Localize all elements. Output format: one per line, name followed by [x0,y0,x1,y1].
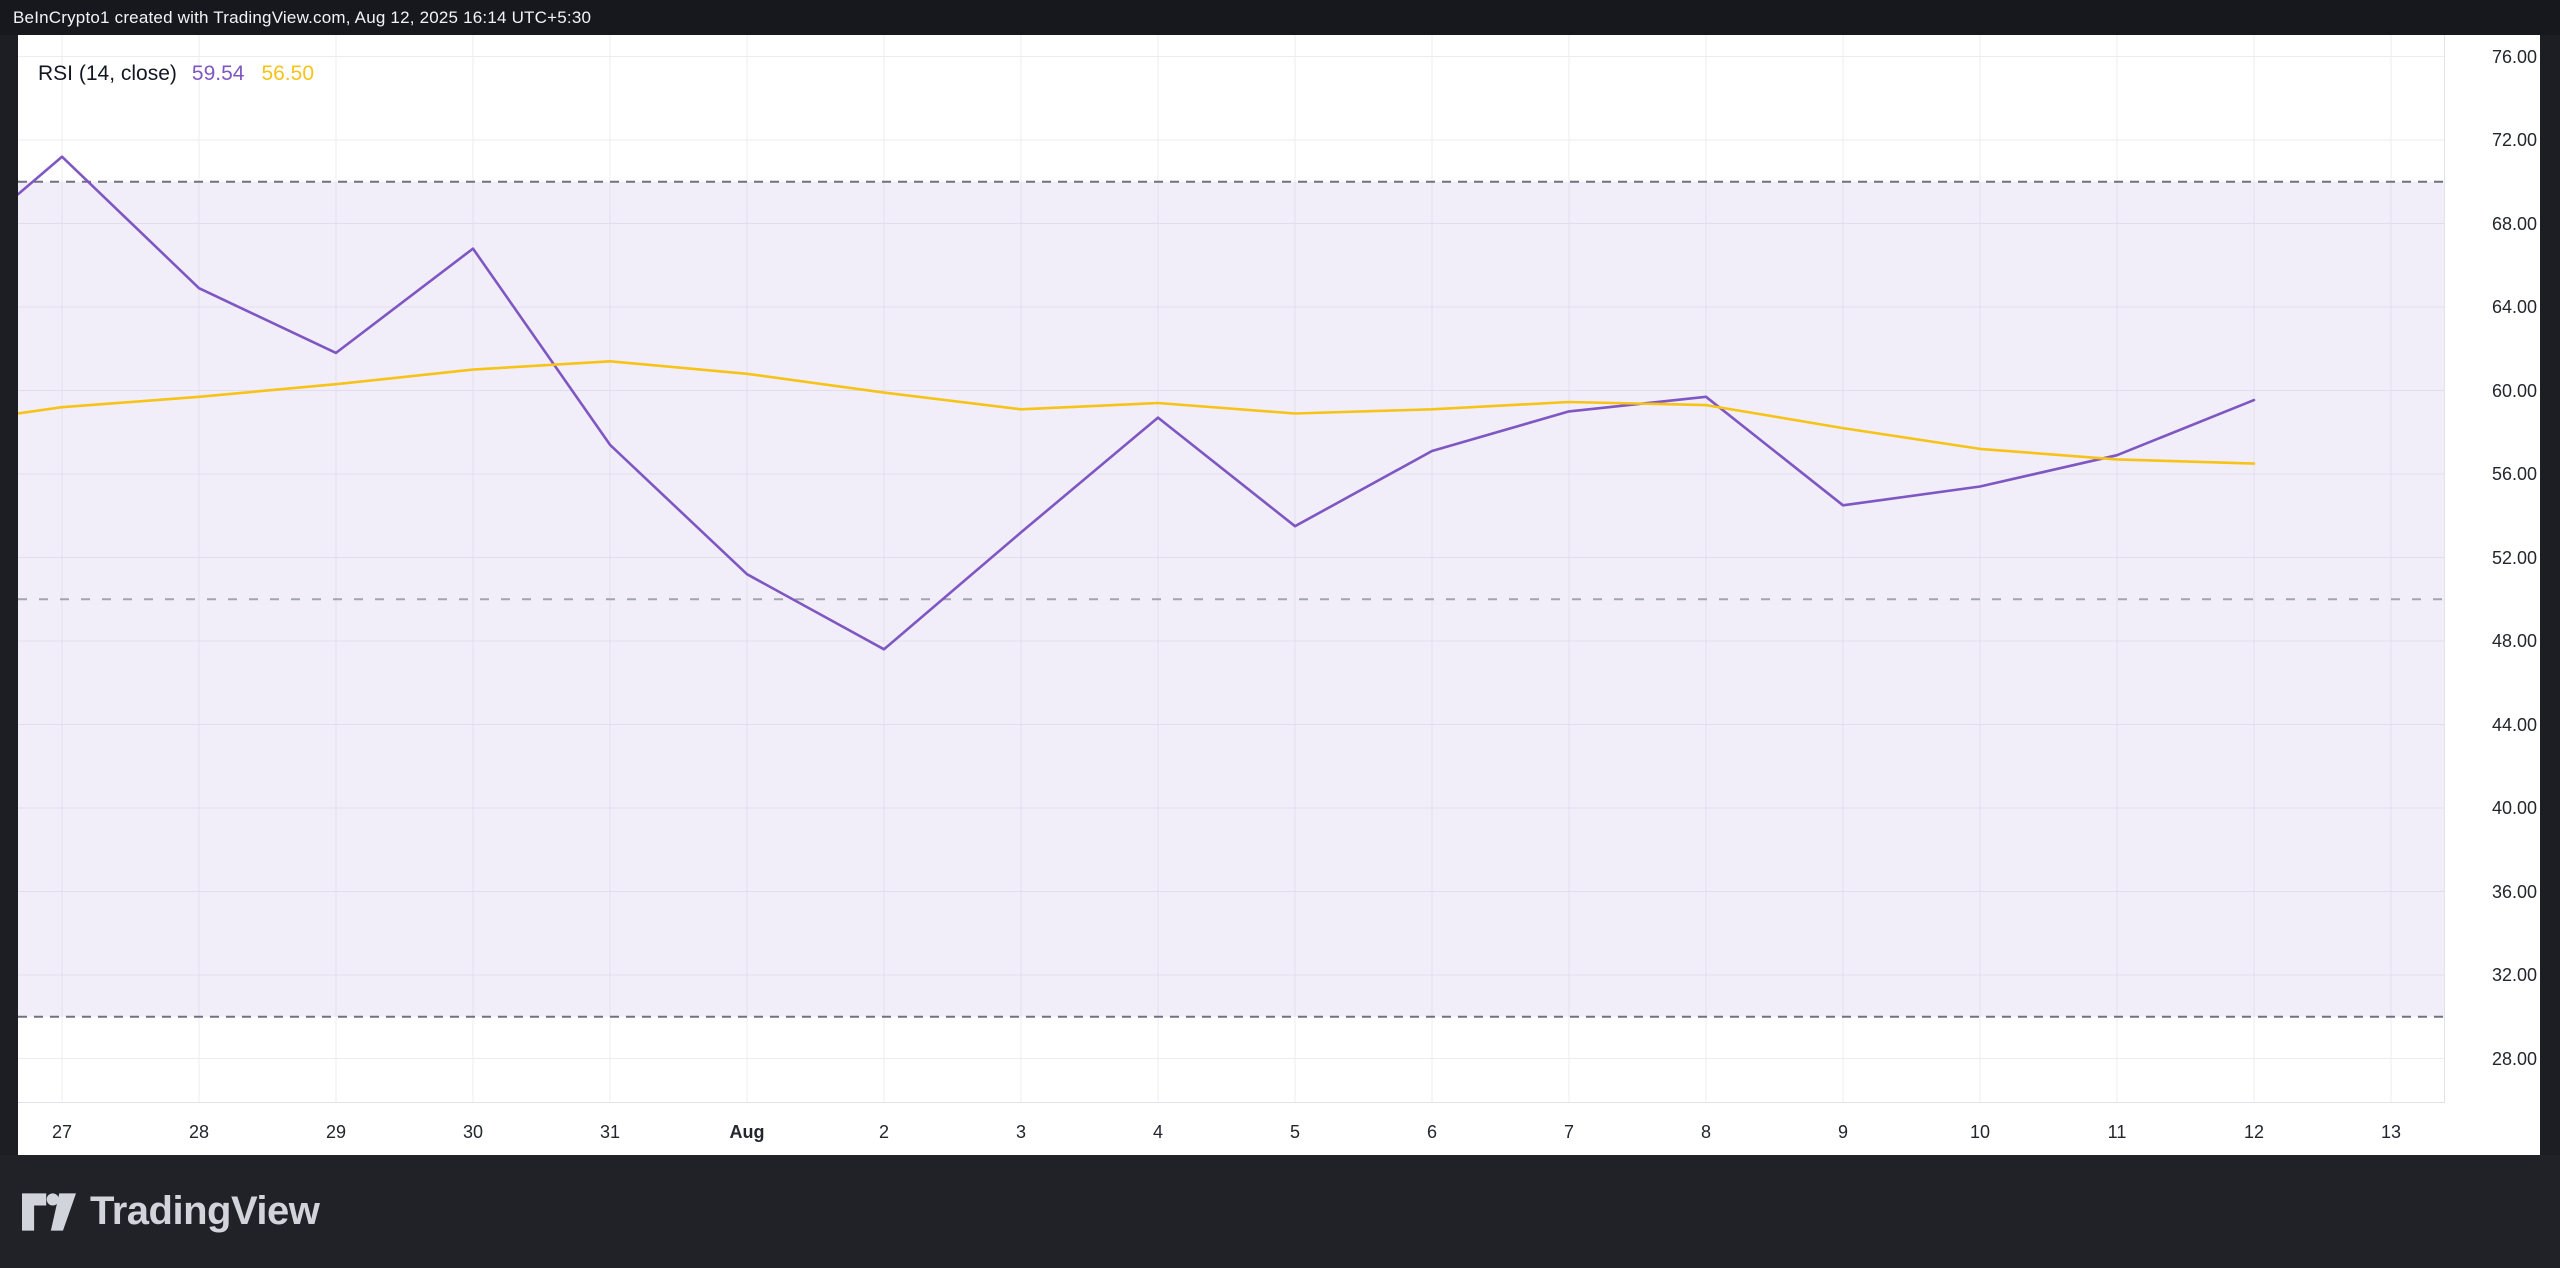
y-axis-label: 60.00 [2491,380,2537,401]
tradingview-logo-icon [22,1192,76,1231]
footer-bar: TradingView [0,1155,2560,1268]
x-axis-label: 10 [1969,1122,1991,1142]
rsi-ma-value: 56.50 [261,62,315,85]
y-axis-label: 44.00 [2491,714,2537,735]
x-axis-label: 4 [1152,1122,1163,1142]
x-axis-label: 27 [51,1122,73,1142]
x-axis-label: 2 [878,1122,889,1142]
horizontal-gridlines [18,56,2445,1059]
rsi-ma-line [18,360,2256,465]
rsi-line [18,155,2256,651]
x-axis-label: 13 [2380,1122,2402,1142]
x-axis-label: 7 [1563,1122,1574,1142]
tradingview-wordmark: TradingView [90,1189,320,1233]
x-axis-label: 11 [2107,1122,2127,1142]
y-axis-label: 32.00 [2491,965,2537,985]
x-axis-label: 9 [1837,1122,1848,1142]
x-axis-label: Aug [729,1122,765,1142]
x-axis-label: 31 [599,1122,621,1142]
indicator-legend: RSI (14, close) 59.54 56.50 [38,62,314,86]
x-axis-label: 6 [1426,1122,1437,1142]
rsi-chart-plot[interactable] [18,35,2445,1103]
attribution-text: BeInCrypto1 created with TradingView.com… [13,7,592,27]
y-axis-label: 68.00 [2491,213,2537,234]
x-axis-label: 5 [1289,1122,1300,1142]
x-axis-label: 12 [2243,1122,2265,1142]
vertical-gridlines [61,35,2392,1103]
y-axis-label: 40.00 [2491,798,2537,818]
attribution-bar: BeInCrypto1 created with TradingView.com… [0,0,2560,35]
y-axis-label: 36.00 [2491,881,2537,902]
y-axis-label: 76.00 [2491,46,2537,67]
x-axis-label: 28 [188,1122,210,1142]
x-axis-label: 3 [1015,1122,1026,1142]
time-scale[interactable]: 27 28 29 30 31 Aug 2 3 4 5 6 7 8 9 10 11 12 13 [18,1103,2445,1155]
y-axis-label: 64.00 [2491,297,2537,317]
indicator-title[interactable]: RSI (14, close) [38,62,177,85]
x-axis-label: 30 [462,1122,484,1142]
y-axis-label: 56.00 [2491,464,2537,484]
x-axis-label: 29 [325,1122,347,1142]
tradingview-logo[interactable]: TradingView [22,1189,320,1234]
chart-panel [18,35,2540,1155]
y-axis-label: 28.00 [2491,1048,2537,1069]
y-axis-label: 72.00 [2491,130,2537,150]
x-axis-label: 8 [1700,1122,1711,1142]
rsi-value: 59.54 [191,62,245,85]
y-axis-label: 52.00 [2491,547,2537,568]
price-scale[interactable]: 76.00 72.00 68.00 64.00 60.00 56.00 52.00 48.00… [2445,35,2540,1103]
y-axis-label: 48.00 [2491,631,2537,651]
